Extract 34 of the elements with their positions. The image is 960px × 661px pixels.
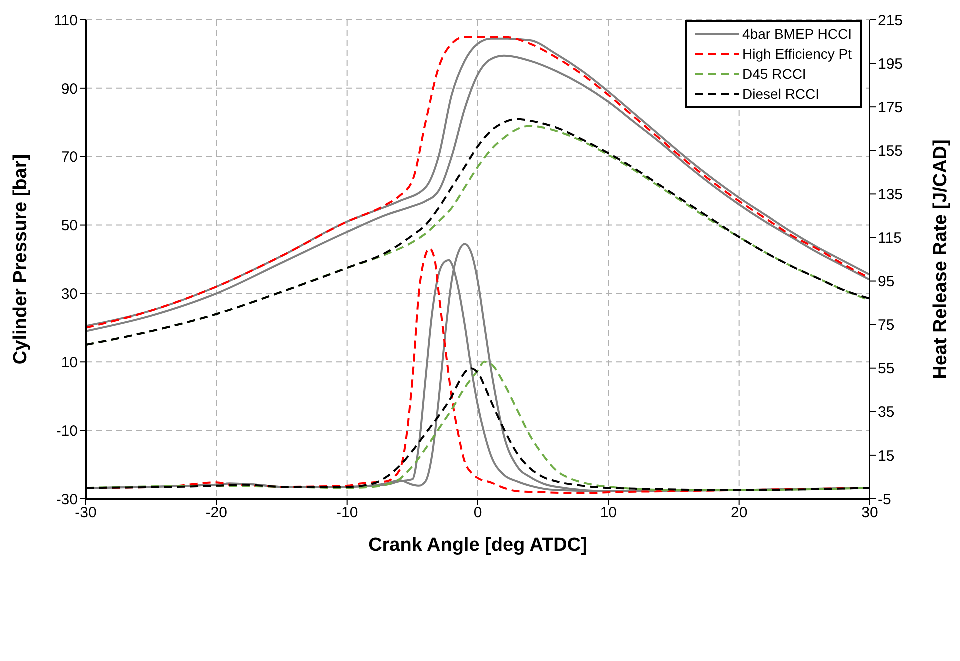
y2-tick-label: 155 bbox=[878, 142, 904, 160]
y2-tick-label: 35 bbox=[878, 404, 895, 422]
x-tick-label: 10 bbox=[600, 504, 618, 522]
y-tick-label: 10 bbox=[61, 354, 78, 372]
x-tick-label: -20 bbox=[206, 504, 228, 522]
y2-tick-label: 175 bbox=[878, 99, 904, 116]
legend-label: D45 RCCI bbox=[742, 65, 806, 84]
y-tick-label: -10 bbox=[56, 422, 78, 440]
legend-label: Diesel RCCI bbox=[742, 85, 820, 104]
y-tick-label: 70 bbox=[61, 149, 78, 166]
y2-tick-label: 95 bbox=[878, 274, 895, 291]
x-tick-label: -30 bbox=[75, 504, 97, 522]
y2-axis-title: Heat Release Rate [J/CAD] bbox=[930, 140, 952, 380]
x-tick-label: 30 bbox=[862, 504, 878, 522]
y-tick-label: -30 bbox=[56, 491, 78, 508]
y-tick-label: 90 bbox=[61, 80, 78, 98]
y2-tick-label: -5 bbox=[878, 491, 892, 508]
y2-tick-label: 55 bbox=[878, 360, 895, 378]
y2-tick-label: 15 bbox=[878, 448, 895, 465]
x-tick-label: 0 bbox=[474, 504, 482, 522]
y-axis-title: Cylinder Pressure [bar] bbox=[10, 154, 32, 365]
y2-tick-label: 115 bbox=[878, 230, 902, 248]
y2-tick-label: 215 bbox=[878, 12, 904, 30]
y2-tick-label: 195 bbox=[878, 56, 904, 73]
y-tick-label: 30 bbox=[61, 286, 78, 304]
y2-tick-label: 75 bbox=[878, 317, 895, 334]
y2-tick-label: 135 bbox=[878, 186, 904, 204]
x-tick-label: 20 bbox=[730, 504, 748, 522]
x-axis-title: Crank Angle [deg ATDC] bbox=[368, 535, 588, 556]
x-tick-label: -10 bbox=[336, 504, 358, 522]
legend-label: High Efficiency Pt bbox=[742, 45, 852, 64]
legend-label: 4bar BMEP HCCI bbox=[742, 25, 852, 44]
y-tick-label: 50 bbox=[61, 218, 78, 235]
y-tick-label: 110 bbox=[54, 12, 78, 30]
